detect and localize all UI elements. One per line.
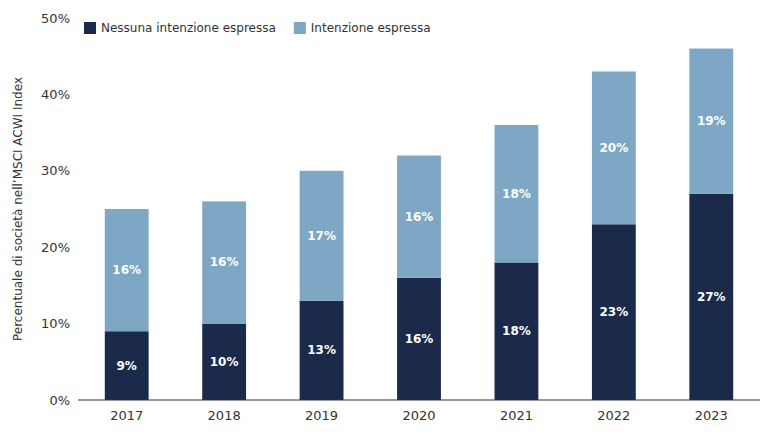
bar-segment	[689, 194, 733, 400]
data-labels: 9% 10% 13% 16% 18% 23% 27% 16% 16% 17% 16% 18% 20% 19…	[112, 114, 725, 372]
x-tick-label: 2018	[208, 408, 241, 423]
legend-label: Intenzione espressa	[311, 21, 431, 35]
bar-segment	[105, 209, 149, 331]
x-tick-label: 2020	[402, 408, 435, 423]
x-tick-label: 2017	[110, 408, 143, 423]
bar-segment	[592, 71, 636, 224]
data-label: 17%	[307, 229, 336, 243]
data-label: 18%	[502, 187, 531, 201]
legend-label: Nessuna intenzione espressa	[101, 21, 276, 35]
data-label: 9%	[117, 359, 137, 373]
bar-segment	[689, 49, 733, 194]
bar-segment	[300, 301, 344, 400]
data-label: 19%	[697, 114, 726, 128]
y-tick-label: 10%	[41, 316, 70, 331]
chart: 9% 10% 13% 16% 18% 23% 27% 16% 16% 17% 16% 18% 20% 19…	[0, 0, 780, 440]
x-axis-line	[78, 400, 760, 401]
bar-segment	[202, 201, 246, 323]
data-label: 10%	[210, 355, 239, 369]
y-tick-label: 20%	[41, 240, 70, 255]
data-label: 16%	[405, 210, 434, 224]
legend-item: Nessuna intenzione espressa	[84, 21, 276, 35]
data-label: 16%	[112, 263, 141, 277]
x-tick-label: 2019	[305, 408, 338, 423]
legend: Nessuna intenzione espressa Intenzione es…	[84, 21, 431, 35]
data-label: 20%	[599, 141, 628, 155]
x-tick-label: 2023	[695, 408, 728, 423]
bar-segment	[202, 324, 246, 400]
y-axis-label: Percentuale di società nell’MSCI ACWI In…	[11, 77, 25, 341]
bars	[105, 49, 733, 400]
bar-segment	[397, 156, 441, 278]
bar-segment	[495, 262, 539, 400]
legend-swatch	[84, 22, 96, 34]
data-label: 16%	[210, 255, 239, 269]
x-tick-label: 2022	[597, 408, 630, 423]
data-label: 23%	[599, 305, 628, 319]
data-label: 18%	[502, 324, 531, 338]
bar-segment	[300, 171, 344, 301]
y-tick-label: 30%	[41, 163, 70, 178]
data-label: 27%	[697, 290, 726, 304]
bar-segment	[592, 224, 636, 400]
x-tick-label: 2021	[500, 408, 533, 423]
bar-segment	[105, 331, 149, 400]
legend-item: Intenzione espressa	[294, 21, 431, 35]
bar-segment	[397, 278, 441, 400]
y-tick-label: 0%	[49, 393, 70, 408]
y-tick-label: 40%	[41, 87, 70, 102]
data-label: 16%	[405, 332, 434, 346]
data-label: 13%	[307, 343, 336, 357]
bar-segment	[495, 125, 539, 263]
y-tick-label: 50%	[41, 11, 70, 26]
legend-swatch	[294, 22, 306, 34]
